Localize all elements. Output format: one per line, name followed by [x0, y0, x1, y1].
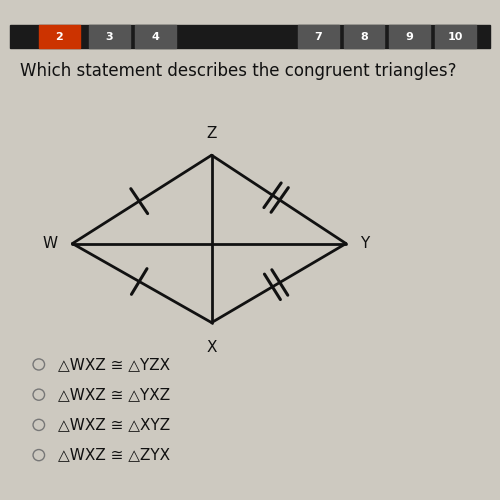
Text: 9: 9: [406, 32, 413, 42]
Bar: [39, 25, 80, 48]
Bar: [389, 25, 430, 48]
Bar: [344, 25, 384, 48]
Bar: [435, 25, 476, 48]
Bar: [89, 25, 130, 48]
Text: Z: Z: [206, 126, 217, 141]
Text: △WXZ ≅ △YZX: △WXZ ≅ △YZX: [58, 357, 170, 372]
Text: 8: 8: [360, 32, 368, 42]
Bar: [298, 25, 339, 48]
Text: 4: 4: [152, 32, 159, 42]
Text: △WXZ ≅ △ZYX: △WXZ ≅ △ZYX: [58, 448, 170, 462]
Text: W: W: [43, 236, 58, 251]
Text: 3: 3: [106, 32, 114, 42]
Text: 10: 10: [448, 32, 463, 42]
Bar: [10, 25, 490, 48]
Text: X: X: [206, 340, 217, 355]
Text: Which statement describes the congruent triangles?: Which statement describes the congruent …: [20, 62, 456, 80]
Text: △WXZ ≅ △XYZ: △WXZ ≅ △XYZ: [58, 418, 170, 432]
Text: △WXZ ≅ △YXZ: △WXZ ≅ △YXZ: [58, 387, 170, 402]
Text: 2: 2: [56, 32, 63, 42]
Text: 7: 7: [314, 32, 322, 42]
Text: Y: Y: [360, 236, 370, 251]
Bar: [135, 25, 175, 48]
